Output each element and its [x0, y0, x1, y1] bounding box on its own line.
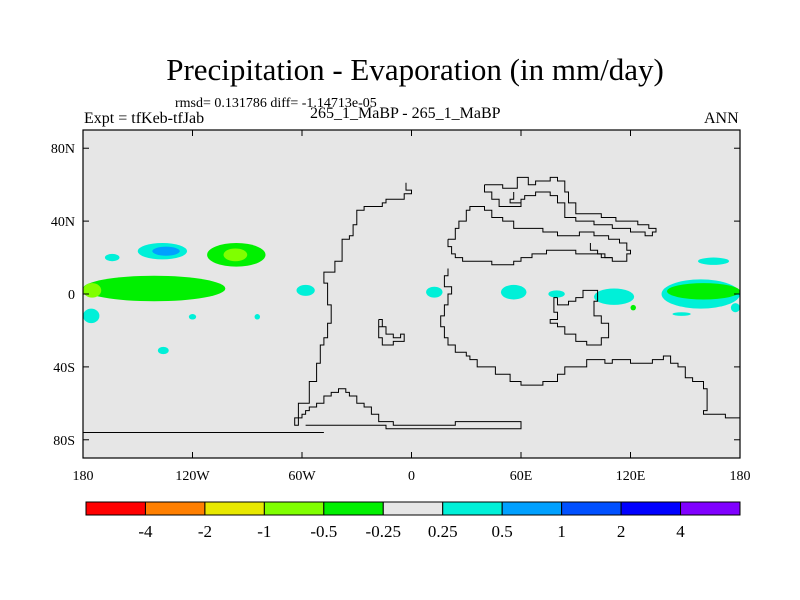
y-tick-label-0: 80N: [51, 142, 75, 157]
coastline-1: [484, 176, 657, 237]
field-region-1: [152, 246, 180, 256]
field-region-5: [83, 275, 226, 302]
colorbar-swatch-0: [85, 501, 146, 516]
colorbar-label-9: 4: [676, 522, 685, 541]
colorbar-swatch-1: [144, 501, 206, 516]
coastline-4: [378, 319, 405, 346]
field-region-2: [104, 253, 120, 262]
y-tick-label-2: 0: [68, 288, 75, 303]
colorbar-swatch-9: [620, 501, 682, 516]
colorbar-swatch-10: [680, 501, 741, 516]
field-region-14: [548, 290, 565, 298]
chart-title: Precipitation - Evaporation (in mm/day): [166, 52, 664, 87]
field-region-19: [672, 312, 691, 316]
field-region-7: [83, 308, 100, 324]
field-region-15: [594, 288, 635, 305]
coastline-7: [509, 192, 522, 204]
colorbar-label-7: 1: [557, 522, 566, 541]
field-region-21: [730, 303, 740, 313]
x-tick-label-1: 120W: [175, 469, 210, 484]
colorbar-label-6: 0.5: [492, 522, 513, 541]
chart-subtitle: 265_1_MaBP - 265_1_MaBP: [310, 105, 501, 122]
field-region-10: [254, 314, 261, 320]
x-tick-label-5: 120E: [616, 469, 646, 484]
coastline-3: [440, 268, 740, 419]
field-region-9: [188, 314, 197, 320]
field-region-12: [426, 286, 443, 298]
experiment-text: Expt = tfKeb-tfJab: [84, 110, 205, 127]
coastline-5: [549, 289, 610, 346]
y-tick-label-4: 80S: [53, 434, 75, 449]
colorbar-label-1: -2: [198, 522, 212, 541]
field-region-4: [223, 248, 248, 262]
x-tick-label-3: 0: [408, 469, 415, 484]
field-region-20: [698, 257, 730, 265]
colorbar-label-2: -1: [257, 522, 271, 541]
y-tick-label-3: 40S: [53, 361, 75, 376]
field-region-18: [667, 283, 740, 300]
x-tick-label-0: 180: [73, 469, 94, 484]
colorbar-swatch-4: [323, 501, 384, 516]
season-label: ANN: [704, 110, 739, 127]
colorbar-swatch-7: [501, 501, 563, 516]
y-tick-label-1: 40N: [51, 215, 75, 230]
coastline-0: [294, 182, 522, 430]
stats-text: rmsd= 0.131786 diff= -1.14713e-05: [175, 96, 377, 111]
coastline-2: [447, 206, 631, 266]
field-region-16: [630, 304, 636, 311]
coastline-6: [589, 243, 613, 259]
x-tick-label-6: 180: [730, 469, 751, 484]
field-region-11: [296, 284, 315, 296]
colorbar-swatch-5: [382, 501, 444, 516]
field-region-6: [83, 283, 102, 298]
field-region-8: [157, 346, 169, 355]
colorbar-swatch-8: [561, 501, 622, 516]
colorbar-swatch-3: [263, 501, 325, 516]
field-region-13: [500, 284, 527, 300]
x-tick-label-2: 60W: [288, 469, 316, 484]
colorbar-swatch-6: [442, 501, 503, 516]
colorbar-swatch-2: [204, 501, 265, 516]
colorbar-label-3: -0.5: [310, 522, 337, 541]
colorbar-label-0: -4: [138, 522, 153, 541]
x-tick-label-4: 60E: [510, 469, 533, 484]
colorbar-label-5: 0.25: [428, 522, 458, 541]
colorbar-label-4: -0.25: [366, 522, 401, 541]
colorbar-label-8: 2: [617, 522, 626, 541]
